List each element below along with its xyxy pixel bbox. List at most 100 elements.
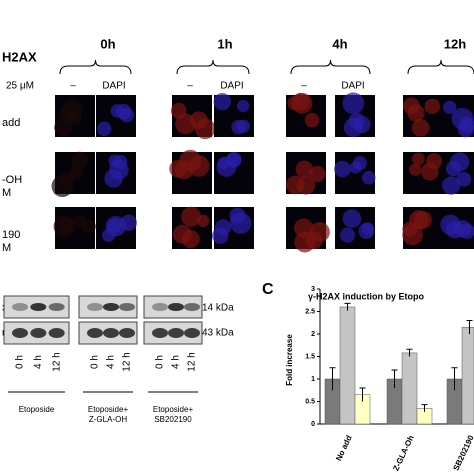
bar xyxy=(401,352,418,425)
nucleus xyxy=(217,156,230,169)
bar xyxy=(461,327,474,425)
blot-band xyxy=(168,303,184,311)
row-label: 190 xyxy=(2,229,20,241)
bracket xyxy=(59,59,132,75)
timepoint-label: 4h xyxy=(332,36,347,51)
column-label: DAPI xyxy=(220,81,243,92)
nucleus xyxy=(104,169,123,188)
nucleus xyxy=(343,117,364,138)
nucleus xyxy=(70,151,88,169)
row-label: add xyxy=(2,117,20,129)
nucleus xyxy=(57,216,76,235)
nucleus xyxy=(358,222,375,239)
nucleus xyxy=(237,99,250,113)
dose-label: 25 μM xyxy=(6,81,34,92)
group-label: Etoposide xyxy=(19,405,55,414)
column-label: DAPI xyxy=(102,81,125,92)
blot-band xyxy=(184,328,200,338)
y-axis-label: Fold increase xyxy=(285,334,294,386)
blot-band xyxy=(12,328,28,338)
lane-label: 4 h xyxy=(106,355,117,369)
blot-band xyxy=(103,303,119,311)
nucleus xyxy=(196,214,210,228)
error-bar xyxy=(359,387,366,402)
nucleus xyxy=(62,99,83,120)
y-tick-label: 0.5 xyxy=(305,398,315,405)
blot-band xyxy=(152,303,168,311)
nucleus xyxy=(334,160,351,178)
bar xyxy=(339,306,356,425)
nucleus xyxy=(181,206,202,227)
nucleus xyxy=(101,228,116,242)
nucleus xyxy=(291,92,310,111)
row-label: M xyxy=(2,242,11,254)
nucleus xyxy=(451,107,474,130)
blot-band xyxy=(184,303,200,311)
y-tick-label: 1 xyxy=(311,376,315,383)
bracket xyxy=(176,59,250,75)
column-label: – xyxy=(70,81,76,92)
nucleus xyxy=(296,175,316,195)
row-label: -OH xyxy=(2,174,22,186)
nucleus xyxy=(304,112,320,128)
nucleus xyxy=(230,212,252,234)
marker-label: 43 kDa xyxy=(202,328,234,339)
marker-label: 14 kDa xyxy=(202,303,234,314)
nucleus xyxy=(426,153,443,170)
blot-band xyxy=(48,303,65,311)
panel-label: C xyxy=(262,281,274,298)
nucleus xyxy=(443,100,457,114)
nucleus xyxy=(309,221,330,243)
nucleus xyxy=(411,152,425,166)
lane-label: 12 h xyxy=(122,352,133,371)
nucleus xyxy=(295,160,314,179)
error-bar xyxy=(451,367,458,391)
nucleus xyxy=(81,219,96,234)
column-label: DAPI xyxy=(341,81,364,92)
nucleus xyxy=(119,107,134,123)
blot-band xyxy=(48,328,65,338)
lane-label: 0 h xyxy=(90,355,101,369)
nucleus xyxy=(409,163,422,176)
nucleus xyxy=(424,98,440,115)
blot-band xyxy=(152,328,168,338)
nucleus xyxy=(69,165,84,180)
nucleus xyxy=(361,170,376,185)
bracket xyxy=(407,59,474,75)
nucleus xyxy=(51,175,74,198)
error-bar xyxy=(329,367,336,391)
nucleus xyxy=(407,104,425,122)
nucleus xyxy=(172,224,192,244)
nucleus xyxy=(54,118,73,137)
lane-label: 12 h xyxy=(51,352,62,371)
blot-band xyxy=(168,328,184,338)
y-tick-label: 2.5 xyxy=(305,308,315,315)
nucleus xyxy=(309,165,326,182)
y-tick-label: 3 xyxy=(311,286,315,293)
bracket xyxy=(290,59,371,75)
nucleus xyxy=(179,149,202,172)
timepoint-label: 1h xyxy=(217,36,232,51)
group-label: Etoposide+ xyxy=(88,405,129,414)
nucleus xyxy=(454,220,472,238)
nucleus xyxy=(411,118,430,137)
nucleus xyxy=(236,119,250,134)
column-label: – xyxy=(301,81,307,92)
blot-band xyxy=(30,303,47,311)
nucleus xyxy=(213,92,231,111)
timepoint-label: 12h xyxy=(444,36,466,51)
nucleus xyxy=(294,218,314,238)
lane-label: 0 h xyxy=(155,355,166,369)
blot-band xyxy=(12,303,28,311)
y-tick-label: 0 xyxy=(311,421,315,428)
nucleus xyxy=(450,152,470,172)
y-tick-label: 1.5 xyxy=(305,353,315,360)
error-bar xyxy=(466,320,473,334)
lane-label: 4 h xyxy=(171,355,182,369)
nucleus xyxy=(170,102,187,119)
lane-label: 12 h xyxy=(187,352,198,371)
nucleus xyxy=(342,92,365,115)
column-label: – xyxy=(187,81,193,92)
y-tick-label: 2 xyxy=(311,331,315,338)
